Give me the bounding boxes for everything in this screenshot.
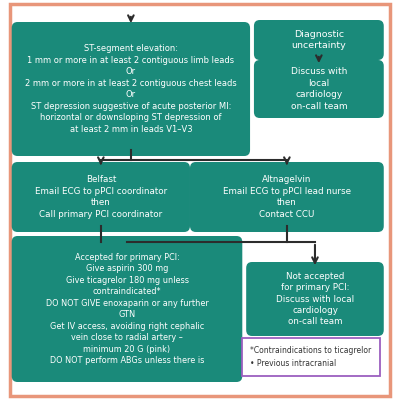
FancyBboxPatch shape (254, 20, 384, 60)
FancyBboxPatch shape (254, 60, 384, 118)
Text: Diagnostic
uncertainty: Diagnostic uncertainty (292, 30, 346, 50)
FancyBboxPatch shape (12, 236, 242, 382)
FancyBboxPatch shape (12, 22, 250, 156)
FancyBboxPatch shape (242, 338, 380, 376)
Text: Altnagelvin
Email ECG to pPCI lead nurse
then
Contact CCU: Altnagelvin Email ECG to pPCI lead nurse… (223, 175, 351, 219)
Text: Discuss with
local
cardiology
on-call team: Discuss with local cardiology on-call te… (290, 67, 347, 111)
Text: Not accepted
for primary PCI:
Discuss with local
cardiology
on-call team: Not accepted for primary PCI: Discuss wi… (276, 272, 354, 326)
FancyBboxPatch shape (10, 4, 390, 396)
Text: Accepted for primary PCI:
Give aspirin 300 mg
Give ticagrelor 180 mg unless
cont: Accepted for primary PCI: Give aspirin 3… (46, 253, 208, 365)
FancyBboxPatch shape (246, 262, 384, 336)
Text: ST-segment elevation:
1 mm or more in at least 2 contiguous limb leads
Or
2 mm o: ST-segment elevation: 1 mm or more in at… (25, 44, 237, 134)
FancyBboxPatch shape (190, 162, 384, 232)
Text: Belfast
Email ECG to pPCI coordinator
then
Call primary PCI coordinator: Belfast Email ECG to pPCI coordinator th… (35, 175, 167, 219)
FancyBboxPatch shape (12, 162, 190, 232)
Text: *Contraindications to ticagrelor
• Previous intracranial: *Contraindications to ticagrelor • Previ… (250, 346, 371, 368)
